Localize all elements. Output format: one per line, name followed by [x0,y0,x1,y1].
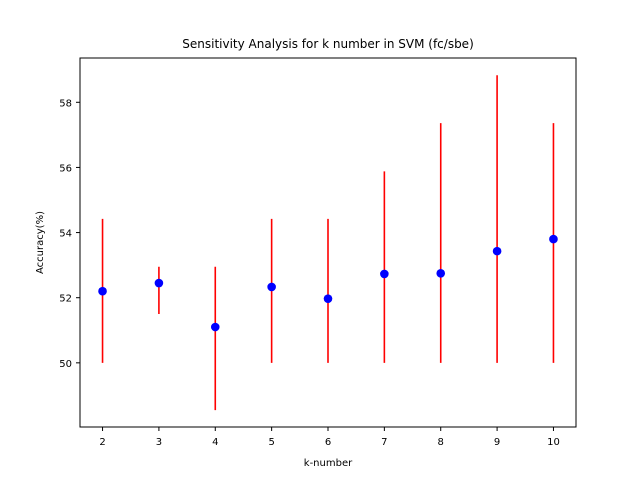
data-point-k-7 [380,269,389,279]
y-tick-label: 56 [59,163,72,174]
data-point-k-6 [323,294,333,303]
x-tick-label: 5 [268,437,274,448]
x-tick-label: 10 [547,437,560,448]
x-tick-label: 4 [212,437,218,448]
x-axis-label: k-number [304,458,353,469]
data-point-k-2 [98,286,107,296]
y-axis-label: Accuracy(%) [35,211,46,274]
x-tick-label: 9 [494,437,500,448]
data-point-k-9 [492,246,502,256]
errorbars-layer [101,75,555,411]
data-point-k-5 [267,282,276,292]
x-tick-label: 2 [99,437,105,448]
y-tick-label: 50 [59,359,72,370]
chart-title: Sensitivity Analysis for k number in SVM… [182,37,474,51]
y-axis: 50 52 54 56 58 [59,98,80,370]
y-tick-label: 58 [59,98,72,109]
data-point-k-8 [436,268,446,278]
points-layer [98,234,558,332]
y-tick-label: 54 [59,229,72,240]
x-axis: 2 3 4 5 6 7 8 9 10 [99,427,560,448]
x-tick-label: 3 [156,437,162,448]
x-tick-label: 8 [438,437,444,448]
y-tick-label: 52 [59,294,72,305]
x-tick-label: 7 [381,437,387,448]
data-point-k-4 [210,322,220,332]
x-tick-label: 6 [325,437,331,448]
data-point-k-3 [154,278,164,288]
data-point-k-10 [549,234,558,244]
